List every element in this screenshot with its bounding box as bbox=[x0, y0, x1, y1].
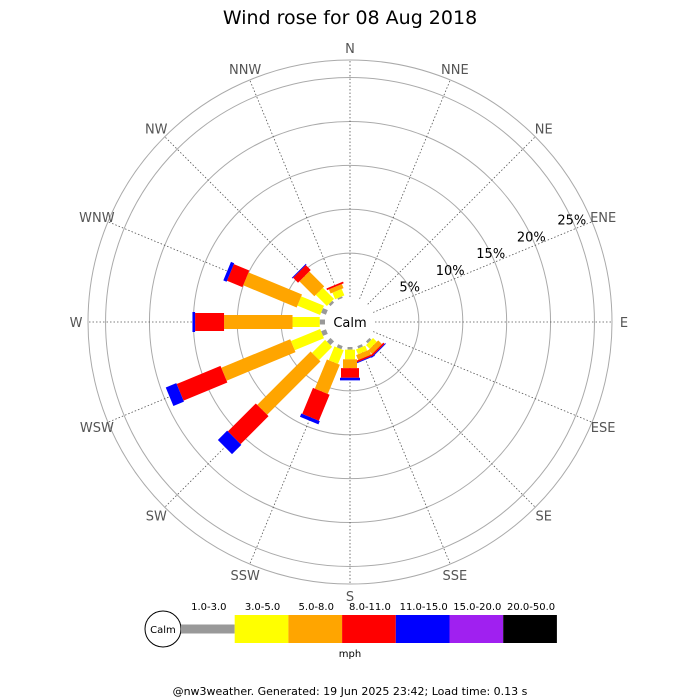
spoke-nne bbox=[359, 79, 451, 300]
chart-title: Wind rose for 08 Aug 2018 bbox=[223, 7, 477, 29]
bar-ssw-bin-3 bbox=[314, 359, 340, 395]
spoke-nnw bbox=[249, 79, 341, 300]
direction-label-ne: NE bbox=[535, 122, 553, 137]
footer-text: @nw3weather. Generated: 19 Jun 2025 23:4… bbox=[173, 685, 528, 698]
direction-label-e: E bbox=[620, 316, 628, 331]
direction-label-s: S bbox=[346, 590, 354, 605]
bar-nw-bin-4 bbox=[293, 265, 311, 283]
legend-bins: 1.0-3.0 3.0-5.0 5.0-8.0 8.0-11.0 11.0-15.0 15… bbox=[181, 602, 557, 643]
calm-center: Calm bbox=[325, 297, 375, 347]
bar-ssw-bin-4 bbox=[302, 387, 330, 421]
spoke-sse bbox=[359, 344, 451, 565]
legend-swatch-6 bbox=[449, 615, 504, 643]
bar-sw-bin-3 bbox=[257, 351, 321, 415]
legend-label-7: 20.0-50.0 bbox=[507, 602, 555, 613]
legend-swatch-2 bbox=[234, 615, 289, 643]
direction-label-n: N bbox=[345, 42, 355, 57]
bar-wnw-bin-4 bbox=[226, 264, 250, 288]
legend-label-6: 15.0-20.0 bbox=[453, 602, 501, 613]
legend-calm-label: Calm bbox=[150, 625, 176, 636]
ring-label-5: 25% bbox=[557, 213, 586, 228]
bar-sse-bin-2 bbox=[355, 345, 368, 355]
legend-label-3: 5.0-8.0 bbox=[299, 602, 334, 613]
bar-sw-bin-4 bbox=[227, 403, 269, 445]
bar-nnw-bin-4 bbox=[326, 281, 344, 291]
bar-wsw-bin-3 bbox=[221, 339, 296, 381]
bar-se-bin-2 bbox=[366, 338, 377, 349]
bar-wnw-bin-3 bbox=[243, 272, 303, 308]
spoke-ene bbox=[372, 221, 593, 313]
legend-swatch-3 bbox=[288, 615, 343, 643]
bar-ssw-bin-5 bbox=[299, 413, 320, 425]
ring-label-3: 15% bbox=[476, 247, 505, 262]
legend-label-4: 8.0-11.0 bbox=[349, 602, 391, 613]
bar-se-bin-5 bbox=[371, 343, 386, 358]
direction-label-se: SE bbox=[536, 510, 552, 525]
direction-label-nw: NW bbox=[145, 122, 168, 137]
bar-nnw-bin-3 bbox=[328, 284, 344, 294]
direction-label-nnw: NNW bbox=[229, 63, 261, 78]
wind-bars bbox=[165, 261, 386, 455]
direction-label-nne: NNE bbox=[441, 63, 469, 78]
bar-nw-bin-2 bbox=[315, 287, 334, 306]
legend-label-1: 1.0-3.0 bbox=[191, 602, 226, 613]
spoke-ne bbox=[367, 136, 536, 305]
bar-se-bin-1 bbox=[365, 337, 372, 344]
grid-ring-outer bbox=[87, 59, 613, 585]
spoke-ese bbox=[372, 331, 593, 423]
ring-label-2: 10% bbox=[436, 264, 465, 279]
bar-nnw-bin-1 bbox=[337, 296, 343, 300]
legend-swatch-5 bbox=[395, 615, 450, 643]
speed-legend: Calm 1.0-3.0 3.0-5.0 5.0-8.0 8.0-11.0 11.0-1… bbox=[144, 602, 557, 660]
ring-labels: 5% 10% 15% 20% 25% bbox=[399, 213, 586, 295]
bar-sse-bin-1 bbox=[357, 344, 363, 349]
direction-label-sse: SSE bbox=[442, 569, 467, 584]
bar-nw-bin-5 bbox=[291, 263, 307, 279]
bar-wsw-bin-5 bbox=[165, 383, 184, 406]
bar-wnw-bin-1 bbox=[321, 308, 328, 315]
bar-wnw-bin-5 bbox=[223, 261, 235, 282]
bar-sse-bin-3 bbox=[356, 349, 372, 360]
calm-circle bbox=[325, 297, 375, 347]
legend-label-5: 11.0-15.0 bbox=[400, 602, 448, 613]
direction-label-ssw: SSW bbox=[230, 569, 260, 584]
legend-swatch-4 bbox=[342, 615, 396, 643]
direction-label-ese: ESE bbox=[591, 421, 616, 436]
direction-label-wsw: WSW bbox=[80, 421, 114, 436]
bar-wsw-bin-4 bbox=[176, 365, 228, 401]
legend-unit-label: mph bbox=[339, 649, 361, 660]
bar-wsw-bin-2 bbox=[290, 328, 324, 351]
legend-swatch-7 bbox=[503, 615, 557, 643]
grid-ring-5 bbox=[105, 77, 595, 567]
spoke-se bbox=[367, 339, 536, 508]
ring-label-1: 5% bbox=[399, 281, 420, 296]
direction-label-sw: SW bbox=[146, 510, 167, 525]
legend-label-2: 3.0-5.0 bbox=[245, 602, 280, 613]
bar-sse-bin-4 bbox=[356, 353, 374, 363]
bar-nw-bin-1 bbox=[328, 300, 335, 307]
direction-labels: N NNE NE ENE E ESE SE SSE S SSW SW WSW W WNW NW NNW bbox=[70, 42, 629, 605]
ring-label-4: 20% bbox=[517, 230, 546, 245]
bar-ssw-bin-2 bbox=[328, 346, 344, 365]
bar-ssw-bin-1 bbox=[336, 344, 343, 350]
bar-nnw-bin-2 bbox=[332, 288, 345, 300]
bar-sw-bin-2 bbox=[312, 339, 333, 360]
bar-sw-bin-1 bbox=[326, 337, 335, 346]
bar-wnw-bin-2 bbox=[297, 296, 324, 316]
bar-nw-bin-3 bbox=[299, 271, 325, 297]
direction-label-ene: ENE bbox=[590, 211, 616, 226]
bar-se-bin-3 bbox=[368, 340, 382, 354]
bar-se-bin-4 bbox=[370, 342, 385, 357]
legend-swatch-1 bbox=[181, 624, 235, 634]
direction-label-w: W bbox=[70, 316, 83, 331]
bar-sw-bin-5 bbox=[217, 430, 242, 455]
direction-label-wnw: WNW bbox=[79, 211, 115, 226]
calm-label: Calm bbox=[333, 316, 366, 331]
bar-wsw-bin-1 bbox=[321, 329, 328, 336]
